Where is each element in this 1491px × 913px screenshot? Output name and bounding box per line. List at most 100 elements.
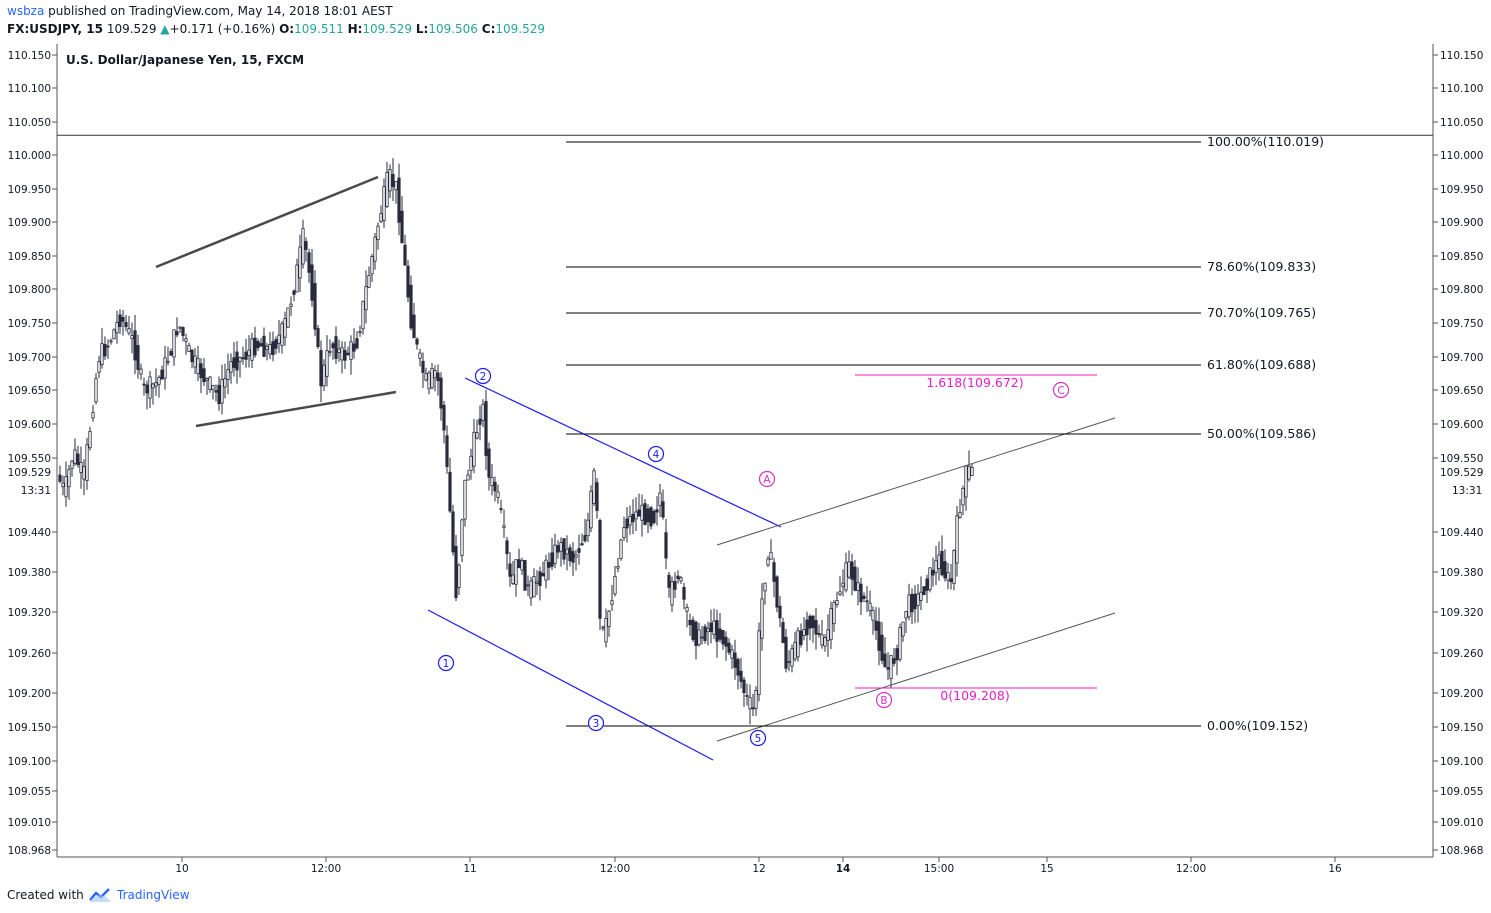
time-tick-label: 12:00 (311, 863, 341, 875)
left-price-tick: 109.800 (8, 284, 51, 296)
candle (607, 609, 611, 637)
footer: Created with TradingView (0, 880, 1491, 913)
high-label: H: (347, 22, 363, 36)
candle (247, 335, 251, 368)
candle (586, 512, 590, 542)
wave-label-magenta-text: A (763, 474, 771, 486)
candle (343, 341, 347, 369)
candle (883, 637, 887, 668)
candle (541, 561, 545, 577)
candle (577, 534, 581, 565)
candle (520, 557, 524, 575)
left-price-tick: 109.650 (8, 385, 51, 397)
wave-label-magenta[interactable] (1052, 381, 1070, 399)
candle (214, 384, 218, 402)
candle (880, 622, 884, 665)
channel-lower-grey-line[interactable] (716, 612, 1116, 742)
candle (442, 401, 446, 444)
candle (916, 584, 920, 623)
candle (787, 650, 791, 672)
right-price-tick: 109.100 (1440, 756, 1483, 768)
candle (127, 315, 131, 336)
right-price-tick: 109.750 (1440, 318, 1483, 330)
wave-label-blue[interactable] (647, 445, 665, 463)
candle (667, 571, 671, 598)
wave-label-magenta[interactable] (875, 691, 893, 709)
candle (694, 620, 698, 660)
candle (349, 335, 353, 375)
wave-label-blue[interactable] (749, 729, 767, 747)
tradingview-brand-link[interactable]: TradingView (117, 888, 190, 902)
symbol-label: FX:USDJPY, 15 (7, 22, 103, 36)
candle (745, 683, 749, 706)
wave-labels: 1 2 3 4 5 A B C (437, 367, 1070, 747)
left-price-axis[interactable]: 110.150 110.100 110.050 110.000 109.950 109.9… (8, 50, 57, 857)
candle (271, 331, 275, 362)
candle (964, 464, 968, 511)
candle (616, 557, 620, 573)
right-price-tick: 110.050 (1440, 117, 1483, 129)
candle (619, 538, 623, 561)
fib-extension-label: 0(109.208) (940, 688, 1009, 703)
candle (955, 506, 959, 577)
tradingview-logo-icon[interactable] (88, 886, 112, 907)
candle (184, 333, 188, 355)
wave-label-blue[interactable] (437, 654, 455, 672)
wave-label-blue[interactable] (587, 714, 605, 732)
channel-upper-blue-line[interactable] (464, 377, 782, 528)
candle (334, 326, 338, 365)
wave-label-blue[interactable] (474, 367, 492, 385)
candle (898, 623, 902, 662)
candle (775, 575, 779, 613)
candle (451, 504, 455, 556)
candle (844, 552, 848, 593)
left-price-tick: 109.900 (8, 217, 51, 229)
candle (523, 559, 527, 591)
candle (226, 353, 230, 395)
right-price-tick: 109.055 (1440, 786, 1483, 798)
candle (268, 331, 272, 360)
wedge-lower-line[interactable] (195, 390, 397, 428)
channel-upper-grey-line[interactable] (716, 417, 1116, 546)
candle (655, 496, 659, 526)
created-with-text: Created with (7, 888, 84, 902)
left-price-tick: 110.100 (8, 83, 51, 95)
candle (865, 586, 869, 612)
right-price-axis[interactable]: 110.150 110.100 110.050 110.000 109.950 109.9… (1433, 50, 1483, 857)
fib-level-label: 61.80%(109.688) (1207, 357, 1316, 372)
drawings (57, 134, 1433, 761)
time-axis[interactable]: 10 12:00 11 12:00 12 14 15:00 15 12:00 16 (175, 857, 1342, 875)
candle (847, 550, 851, 580)
fib-level-label: 70.70%(109.765) (1207, 305, 1316, 320)
candle (961, 485, 965, 516)
candle (937, 541, 941, 581)
candle (157, 375, 161, 398)
published-text: published on TradingView.com, May 14, 20… (48, 4, 393, 18)
candle (262, 327, 266, 358)
candle (691, 616, 695, 642)
candle (391, 158, 395, 202)
price-chart[interactable]: U.S. Dollar/Japanese Yen, 15, FXCM 110.1… (0, 44, 1491, 880)
candle (424, 367, 428, 382)
candle (946, 563, 950, 590)
candle (298, 234, 302, 293)
wave-label-blue-text: 2 (480, 371, 487, 383)
channel-lower-blue-line[interactable] (427, 609, 714, 761)
candle (445, 425, 449, 474)
candle (757, 622, 761, 702)
wedge-upper-line[interactable] (155, 175, 379, 269)
candle (487, 442, 491, 491)
wave-label-magenta[interactable] (758, 470, 776, 488)
candle (565, 535, 569, 571)
candle (535, 570, 539, 595)
candle (922, 586, 926, 596)
candle (604, 608, 608, 648)
fib-extension-label: 1.618(109.672) (926, 375, 1023, 390)
candle (277, 319, 281, 353)
candle (820, 619, 824, 649)
author-link[interactable]: wsbza (7, 4, 45, 18)
candle (712, 608, 716, 640)
candle (688, 613, 692, 637)
candle (430, 363, 434, 390)
candle (625, 507, 629, 543)
